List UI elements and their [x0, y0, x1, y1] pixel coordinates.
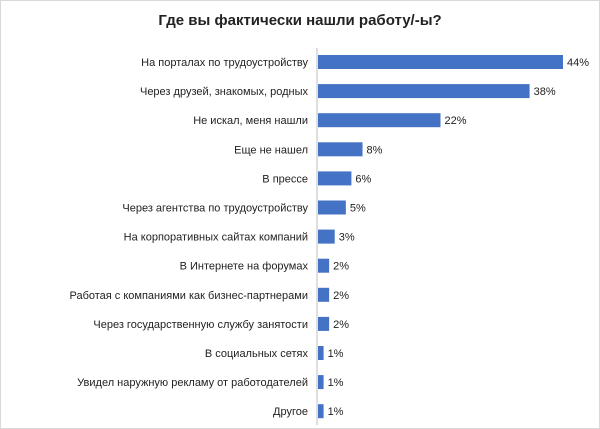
- data-label: 3%: [339, 232, 355, 244]
- category-label: Через друзей, знакомых, родных: [140, 86, 309, 98]
- data-label: 5%: [350, 203, 366, 215]
- bar: [318, 287, 330, 302]
- data-label: 38%: [534, 86, 556, 98]
- bar: [318, 229, 335, 244]
- category-label: В прессе: [262, 173, 308, 185]
- category-label: Через агентства по трудоустройству: [122, 203, 308, 215]
- category-label: Другое: [273, 406, 308, 418]
- bar: [318, 84, 530, 99]
- bar: [318, 375, 324, 390]
- data-label: 8%: [367, 144, 383, 156]
- bar: [318, 316, 330, 331]
- data-label: 1%: [328, 406, 344, 418]
- data-label: 1%: [328, 377, 344, 389]
- data-label: 1%: [328, 348, 344, 360]
- bar: [318, 404, 324, 419]
- bar: [318, 113, 441, 128]
- bar: [318, 200, 346, 215]
- bar: [318, 55, 563, 69]
- bar: [318, 171, 352, 186]
- category-label: В социальных сетях: [205, 348, 309, 360]
- data-label: 22%: [445, 115, 467, 127]
- category-label: На корпоративных сайтах компаний: [124, 232, 308, 244]
- data-label: 6%: [355, 173, 371, 185]
- data-label: 2%: [333, 261, 349, 273]
- category-label: Еще не нашел: [234, 144, 308, 156]
- data-label: 2%: [333, 290, 349, 302]
- bar: [318, 258, 330, 273]
- category-label: В Интернете на форумах: [180, 261, 309, 273]
- bar: [318, 142, 363, 157]
- chart-title: Где вы фактически нашли работу/-ы?: [158, 12, 442, 29]
- category-label: Через государственную службу занятости: [93, 319, 308, 331]
- bar: [318, 346, 324, 360]
- data-label: 44%: [567, 57, 589, 69]
- category-label: Увидел наружную рекламу от работодателей: [77, 377, 308, 389]
- category-label: Не искал, меня нашли: [193, 115, 308, 127]
- category-label: На порталах по трудоустройству: [141, 57, 308, 69]
- category-label: Работая с компаниями как бизнес-партнера…: [69, 290, 308, 302]
- data-label: 2%: [333, 319, 349, 331]
